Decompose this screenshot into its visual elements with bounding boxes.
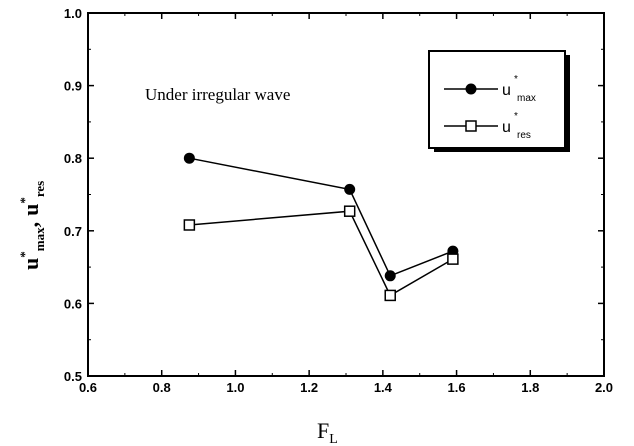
y-axis-title: u*max,u*res	[17, 181, 47, 270]
y-tick-label: 0.6	[64, 296, 82, 311]
legend-sub-max: max	[517, 93, 536, 104]
x-axis-title: FL	[317, 418, 338, 446]
y-tick-label: 1.0	[64, 6, 82, 21]
series-res	[183, 205, 459, 302]
legend-sub-res: res	[517, 130, 531, 141]
legend-marker-res	[465, 120, 477, 132]
axes: 0.6 0.8 1.0 1.2 1.4 1.6 1.8 2.00.50.60.70.80.91…	[64, 6, 613, 395]
series-layer	[183, 152, 459, 302]
x-tick-label: 0.6	[79, 380, 97, 395]
data-point	[384, 289, 396, 302]
x-tick-label: 1.0	[226, 380, 244, 395]
data-point	[183, 152, 195, 164]
legend-marker-max	[465, 83, 477, 95]
data-point	[183, 219, 196, 231]
legend-entry-max: u * max	[444, 74, 536, 104]
legend-sup-res: *	[514, 111, 518, 122]
y-tick-label: 0.9	[64, 79, 82, 94]
data-point	[343, 205, 356, 217]
series-line	[189, 210, 454, 297]
y-tick-label: 0.7	[64, 224, 82, 239]
data-point	[344, 183, 356, 195]
x-tick-label: 0.8	[153, 380, 171, 395]
legend: u * max u * res	[428, 50, 570, 152]
x-tick-label: 1.4	[374, 380, 393, 395]
legend-entry-res: u * res	[444, 111, 531, 141]
legend-label-max: u	[502, 82, 511, 99]
y-tick-label: 0.5	[64, 369, 82, 384]
data-point	[384, 270, 396, 282]
x-tick-label: 2.0	[595, 380, 613, 395]
series-line	[189, 157, 454, 277]
series-max	[183, 152, 459, 282]
x-tick-label: 1.8	[521, 380, 539, 395]
x-tick-label: 1.2	[300, 380, 318, 395]
legend-label-res: u	[502, 119, 511, 136]
data-point	[447, 253, 459, 265]
legend-sup-max: *	[514, 74, 518, 85]
y-tick-label: 0.8	[64, 151, 82, 166]
legend-box	[428, 50, 566, 149]
annotation-text: Under irregular wave	[145, 85, 290, 104]
x-tick-label: 1.6	[448, 380, 466, 395]
